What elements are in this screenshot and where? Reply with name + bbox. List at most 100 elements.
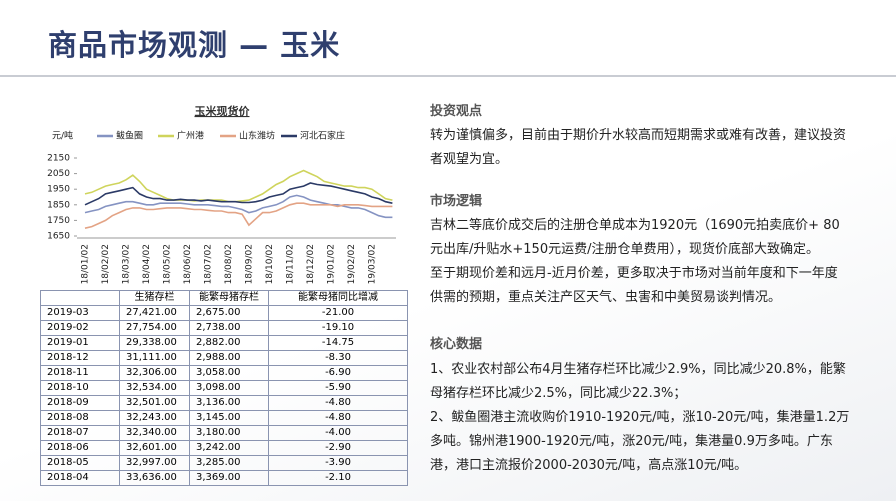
paragraph: 2、鲅鱼圈港主流收购价1910-1920元/吨，涨10-20元/吨，集港量1.2… <box>430 410 850 473</box>
x-tick-label: 18/07/02 <box>203 244 213 284</box>
table-row: 2018-09 32,501.00 3,136.00 -4.80 <box>40 395 408 411</box>
table-row: 2018-08 32,243.00 3,145.00 -4.80 <box>40 410 408 426</box>
table-cell: 3,145.00 <box>189 410 269 426</box>
table-cell: 32,306.00 <box>119 365 190 381</box>
y-tick-label: 2050 <box>47 169 70 179</box>
table-cell: 3,058.00 <box>189 365 269 381</box>
table-cell: -2.10 <box>268 470 408 486</box>
table-cell: -4.80 <box>268 410 408 426</box>
table-cell: 2018-09 <box>40 395 120 411</box>
paragraph: 转为谨慎偏多，目前由于期价升水较高而短期需求或难有改善，建议投资者观望为宜。 <box>430 128 847 167</box>
table-cell: 2018-04 <box>40 470 120 486</box>
table-cell: 3,285.00 <box>189 455 269 471</box>
table-row: 2019-03 27,421.00 2,675.00 -21.00 <box>40 305 408 321</box>
x-tick-label: 19/02/02 <box>347 244 357 284</box>
table-cell: 32,601.00 <box>119 440 190 456</box>
table-cell: 2018-08 <box>40 410 120 426</box>
section-heading: 投资观点 <box>430 104 483 119</box>
table-row: 2018-04 33,636.00 3,369.00 -2.10 <box>40 470 408 486</box>
series-line <box>84 182 393 206</box>
y-tick-label: 2150 <box>47 154 70 164</box>
table-cell: 2018-11 <box>40 365 120 381</box>
x-tick-label: 18/09/02 <box>244 244 254 284</box>
paragraph: 1、农业农村部公布4月生猪存栏环比减少2.9%，同比减少20.8%，能繁母猪存栏… <box>430 362 846 401</box>
x-tick-label: 18/01/02 <box>81 244 91 284</box>
table-cell: -21.00 <box>268 305 408 321</box>
y-tick-label: 1950 <box>47 185 70 195</box>
legend-label: 山东潍坊 <box>239 130 275 142</box>
table-row: 2018-12 31,111.00 2,988.00 -8.30 <box>40 350 408 366</box>
x-tick-label: 18/12/02 <box>306 244 316 284</box>
table-cell: 2018-12 <box>40 350 120 366</box>
table-cell: 31,111.00 <box>119 350 190 366</box>
table-row: 2018-06 32,601.00 3,242.00 -2.90 <box>40 440 408 456</box>
x-tick-label: 19/01/02 <box>326 244 336 284</box>
table-cell: 2,988.00 <box>189 350 269 366</box>
table-cell: 33,636.00 <box>119 470 190 486</box>
table-cell: 3,369.00 <box>189 470 269 486</box>
table-row: 2018-11 32,306.00 3,058.00 -6.90 <box>40 365 408 381</box>
table-cell: -19.10 <box>268 320 408 336</box>
x-tick-label: 18/04/02 <box>142 244 152 284</box>
data-table: 生猪存栏 能繁母猪存栏 能繁母猪同比增减 2019-03 27,421.00 2,675.… <box>40 290 408 486</box>
table-row: 2019-01 29,338.00 2,882.00 -14.75 <box>40 335 408 351</box>
chart: 玉米现货价 元/吨 1650 1750 1850 1950 2050 2150 18/01/… <box>47 104 396 284</box>
legend-label: 广州港 <box>177 130 204 142</box>
table-cell: -8.30 <box>268 350 408 366</box>
legend-label: 鲅鱼圈 <box>116 130 143 142</box>
header-cell: 能繁母猪存栏 <box>189 290 269 306</box>
table-cell: 32,243.00 <box>119 410 190 426</box>
series-line <box>84 202 393 229</box>
section-heading: 核心数据 <box>430 337 483 352</box>
table-cell: 2018-05 <box>40 455 120 471</box>
x-tick-label: 18/03/02 <box>121 244 131 284</box>
table-cell: 32,534.00 <box>119 380 190 396</box>
table-cell: -5.90 <box>268 380 408 396</box>
table-cell: 3,242.00 <box>189 440 269 456</box>
paragraph: 吉林二等底价成交后的注册仓单成本为1920元（1690元拍卖底价+ 80元出库/… <box>430 218 840 257</box>
table-cell: 2018-07 <box>40 425 120 441</box>
table-cell: -3.90 <box>268 455 408 471</box>
table-cell: 2019-03 <box>40 305 120 321</box>
table-cell: 3,180.00 <box>189 425 269 441</box>
x-tick-label: 18/06/02 <box>183 244 193 284</box>
table-cell: -14.75 <box>268 335 408 351</box>
table-row: 2018-05 32,997.00 3,285.00 -3.90 <box>40 455 408 471</box>
table-row: 2019-02 27,754.00 2,738.00 -19.10 <box>40 320 408 336</box>
x-tick-label: 18/10/02 <box>265 244 275 284</box>
x-tick-label: 18/05/02 <box>162 244 172 284</box>
table-cell: -4.00 <box>268 425 408 441</box>
header-cell <box>40 290 120 306</box>
title-rule <box>0 75 896 77</box>
y-tick-label: 1850 <box>47 200 70 210</box>
table-cell: 2,738.00 <box>189 320 269 336</box>
table-cell: 3,136.00 <box>189 395 269 411</box>
table-cell: 32,997.00 <box>119 455 190 471</box>
y-tick-label: 1650 <box>47 232 70 242</box>
table-cell: 2019-02 <box>40 320 120 336</box>
table-cell: 2019-01 <box>40 335 120 351</box>
table-cell: -2.90 <box>268 440 408 456</box>
chart-title: 玉米现货价 <box>195 104 251 118</box>
section-heading: 市场逻辑 <box>430 194 483 209</box>
x-tick-label: 18/11/02 <box>285 244 295 284</box>
header-cell: 能繁母猪同比增减 <box>268 290 408 306</box>
table-cell: 2,675.00 <box>189 305 269 321</box>
series-line <box>84 169 393 203</box>
x-tick-label: 18/08/02 <box>224 244 234 284</box>
table-cell: 2018-10 <box>40 380 120 396</box>
table-cell: 32,340.00 <box>119 425 190 441</box>
table-cell: 27,421.00 <box>119 305 190 321</box>
table-cell: 27,754.00 <box>119 320 190 336</box>
table-cell: -4.80 <box>268 395 408 411</box>
table-cell: 2,882.00 <box>189 335 269 351</box>
legend-label: 河北石家庄 <box>300 130 345 142</box>
y-tick-label: 1750 <box>47 216 70 226</box>
table-cell: -6.90 <box>268 365 408 381</box>
slide-title: 商品市场观测 — 玉米 <box>48 28 341 62</box>
paragraph: 至于期现价差和远月-近月价差，更多取决于市场对当前年度和下一年度供需的预期，重点… <box>430 266 838 305</box>
x-tick-label: 19/03/02 <box>367 244 377 284</box>
table-row: 2018-10 32,534.00 3,098.00 -5.90 <box>40 380 408 396</box>
table-cell: 3,098.00 <box>189 380 269 396</box>
